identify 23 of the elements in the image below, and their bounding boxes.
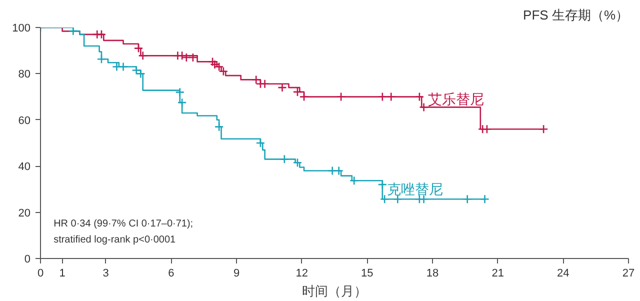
x-tick-label: 15 bbox=[361, 268, 374, 280]
x-tick-label: 24 bbox=[557, 268, 570, 280]
y-tick-label: 20 bbox=[18, 207, 31, 220]
x-tick-label: 12 bbox=[296, 268, 308, 280]
annotation: HR 0·34 (99·7% CI 0·17–0·71); bbox=[54, 218, 194, 230]
x-tick-label: 21 bbox=[492, 268, 504, 280]
y-tick-label: 80 bbox=[18, 68, 31, 81]
x-tick-label: 6 bbox=[168, 268, 174, 280]
y-tick-label: 40 bbox=[18, 161, 31, 174]
annotation: stratified log-rank p<0·0001 bbox=[54, 234, 176, 246]
x-axis-title: 时间（月） bbox=[302, 284, 367, 298]
y-tick-label: 100 bbox=[12, 22, 31, 34]
x-tick-label: 1 bbox=[59, 268, 66, 280]
x-tick-label: 18 bbox=[426, 268, 439, 280]
x-tick-label: 27 bbox=[622, 268, 635, 280]
x-tick-label: 0 bbox=[37, 268, 44, 280]
y-axis-title: PFS 生存期（%） bbox=[523, 8, 629, 22]
annotation: 克唑替尼 bbox=[386, 181, 443, 198]
y-tick-label: 60 bbox=[18, 114, 31, 127]
annotation: 艾乐替尼 bbox=[428, 91, 484, 108]
y-tick-label: 0 bbox=[24, 254, 31, 266]
x-tick-label: 3 bbox=[102, 268, 109, 280]
x-tick-label: 9 bbox=[233, 268, 240, 280]
